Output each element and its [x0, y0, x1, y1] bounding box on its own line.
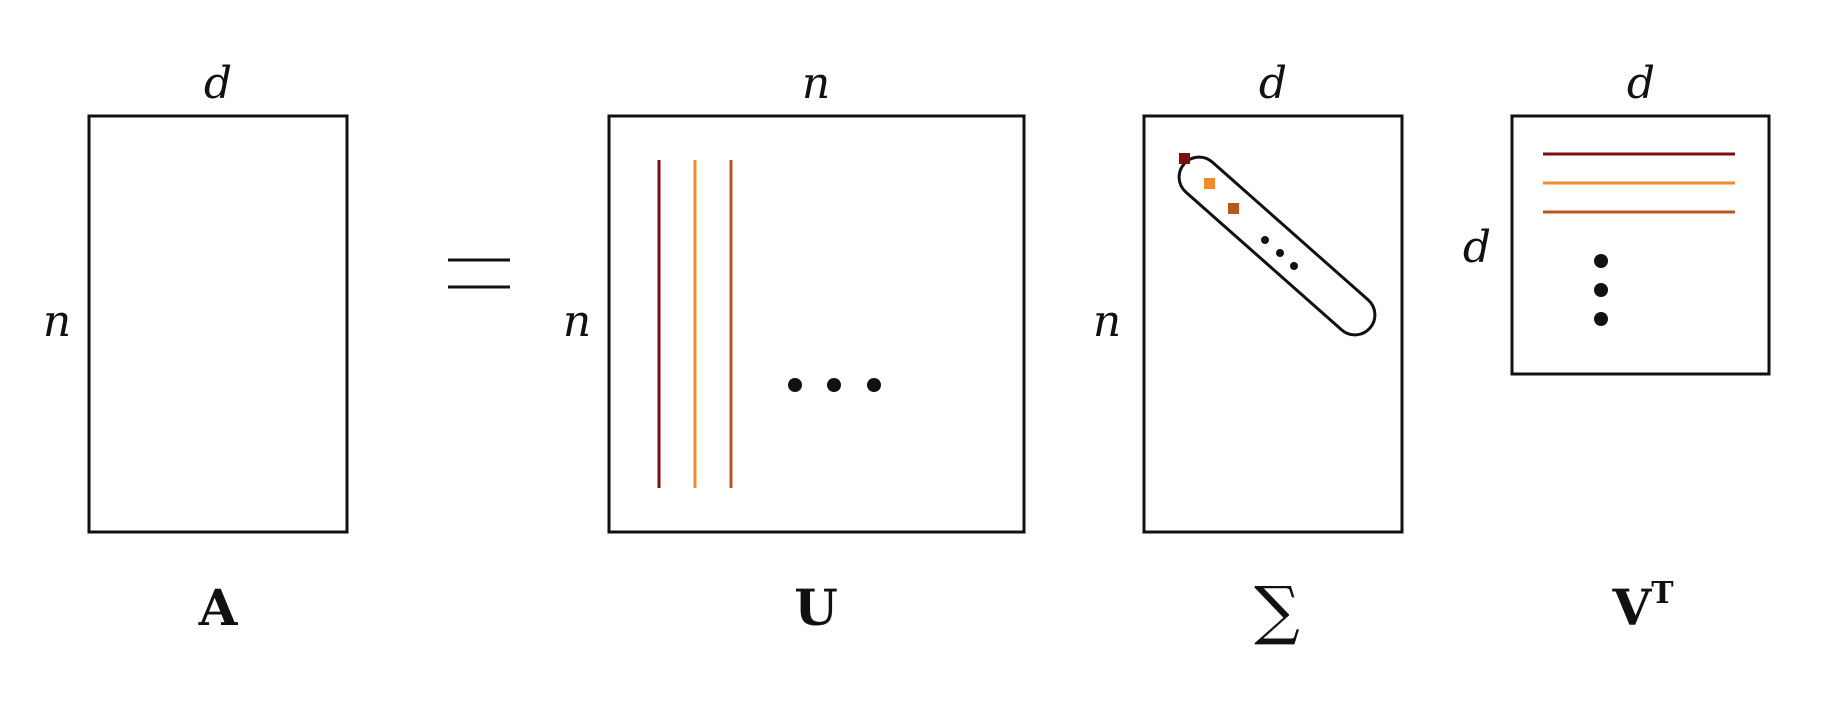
matrix-u: n n U: [563, 58, 1026, 637]
matrix-vt-label: VT: [1611, 576, 1674, 637]
vt-ellipsis-dot: [1594, 312, 1608, 326]
matrix-u-box: [607, 114, 1026, 534]
equals-sign: [448, 258, 510, 289]
matrix-a-left-dim: n: [43, 296, 71, 347]
matrix-u-left-dim: n: [563, 296, 591, 347]
sigma-ellipsis-dot: [1261, 236, 1269, 244]
matrix-vt-left-dim: d: [1463, 222, 1491, 273]
u-ellipsis-dot: [827, 378, 841, 392]
sigma-ellipsis-dot: [1290, 262, 1298, 270]
vt-ellipsis-dot: [1594, 254, 1608, 268]
matrix-sigma-top-dim: d: [1259, 58, 1287, 109]
matrix-sigma: d n ∑: [1093, 58, 1404, 648]
sigma-value-1: [1179, 153, 1190, 164]
vt-ellipsis: [1594, 254, 1608, 326]
matrix-vt-box: [1510, 114, 1771, 376]
matrix-u-label: U: [794, 578, 838, 637]
matrix-vt: d d VT: [1463, 58, 1771, 637]
matrix-vt-name: V: [1611, 578, 1652, 637]
sigma-ellipsis-dot: [1276, 249, 1284, 257]
sigma-ellipsis: [1261, 236, 1298, 270]
matrix-sigma-left-dim: n: [1093, 296, 1121, 347]
vt-ellipsis-dot: [1594, 283, 1608, 297]
u-ellipsis: [788, 378, 881, 392]
matrix-vt-superscript: T: [1651, 576, 1674, 611]
sigma-value-2: [1204, 178, 1215, 189]
matrix-a: d n A: [43, 58, 349, 637]
u-ellipsis-dot: [788, 378, 802, 392]
matrix-sigma-label: ∑: [1254, 574, 1300, 648]
matrix-u-top-dim: n: [802, 58, 830, 109]
u-ellipsis-dot: [867, 378, 881, 392]
matrix-vt-top-dim: d: [1627, 58, 1655, 109]
matrix-sigma-box: [1142, 114, 1404, 534]
sigma-value-3: [1228, 203, 1239, 214]
matrix-a-label: A: [198, 578, 239, 637]
matrix-a-top-dim: d: [204, 58, 232, 109]
matrix-a-box: [87, 114, 349, 534]
